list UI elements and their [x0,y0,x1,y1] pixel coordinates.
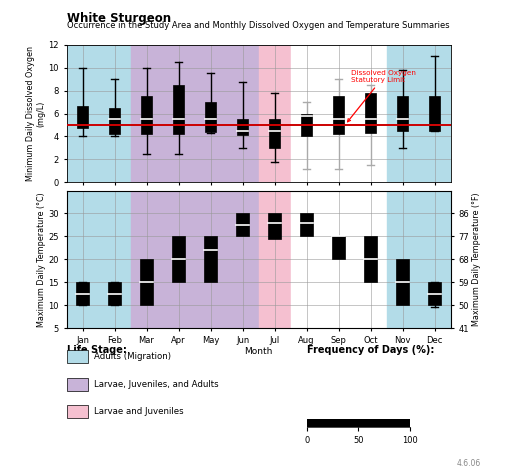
Bar [238,119,248,135]
Bar [269,119,280,148]
Bar [140,259,153,305]
Text: Larvae and Juveniles: Larvae and Juveniles [94,407,184,416]
Bar [387,191,451,328]
Text: Adults (Migration): Adults (Migration) [94,352,171,362]
Bar [333,96,344,134]
X-axis label: Month: Month [244,347,273,356]
Bar [205,102,216,132]
Text: Larvae, Juveniles, and Adults: Larvae, Juveniles, and Adults [94,379,219,389]
Bar [396,259,409,305]
Bar [77,106,88,128]
Bar [387,45,451,182]
Text: Occurrence in the Study Area and Monthly Dissolved Oxygen and Temperature Summar: Occurrence in the Study Area and Monthly… [67,21,449,30]
Y-axis label: Maximum Daily Temperature (°C): Maximum Daily Temperature (°C) [36,192,46,327]
Bar [259,191,291,328]
Bar [173,236,185,282]
Bar [204,236,217,282]
Bar [109,282,121,305]
Bar [110,108,120,134]
Bar [291,191,387,328]
Bar [131,45,259,182]
Bar [76,282,89,305]
Text: Life Stage:: Life Stage: [67,345,126,354]
Bar [301,213,313,236]
Text: White Sturgeon: White Sturgeon [67,12,170,25]
Y-axis label: Maximum Daily Temperature (°F): Maximum Daily Temperature (°F) [472,193,481,326]
Text: 4.6.06: 4.6.06 [457,459,481,468]
Bar [302,114,312,136]
Bar [291,45,387,182]
Text: Frequency of Days (%):: Frequency of Days (%): [307,345,435,354]
Bar [237,213,249,236]
Bar [397,96,408,131]
Bar [365,236,377,282]
Bar [67,45,131,182]
Bar [131,191,259,328]
Bar [141,96,152,134]
Bar [429,282,441,305]
Bar [430,96,440,131]
Bar [174,85,184,134]
Y-axis label: Minimum Daily Dissolved Oxygen
(mg/L): Minimum Daily Dissolved Oxygen (mg/L) [26,46,46,181]
Bar [366,93,376,133]
Bar [259,45,291,182]
Bar [268,213,281,239]
Text: Dissolved Oxygen
Statutory Limit: Dissolved Oxygen Statutory Limit [348,70,416,122]
Bar [332,236,345,259]
Bar [67,191,131,328]
